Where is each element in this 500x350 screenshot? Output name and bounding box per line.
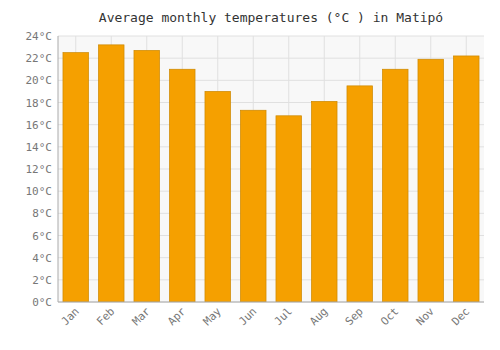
y-tick-label: 2°C bbox=[32, 274, 52, 287]
y-tick-label: 16°C bbox=[26, 119, 53, 132]
x-tick-label: Apr bbox=[165, 305, 189, 329]
bar bbox=[347, 86, 373, 302]
bars bbox=[63, 45, 479, 302]
x-tick-label: Jul bbox=[272, 305, 295, 328]
plot-background bbox=[58, 36, 484, 302]
bar bbox=[98, 45, 124, 302]
x-tick-label: Aug bbox=[307, 305, 330, 328]
title: Average monthly temperatures (°C ) in Ma… bbox=[99, 10, 443, 25]
x-tick-label: Sep bbox=[343, 305, 366, 328]
x-tick-label: Jan bbox=[59, 305, 82, 328]
chart-container: 0°C 2°C 4°C 6°C 8°C 10°C 12°C 14°C 16°C 18°C 20°C 2… bbox=[0, 0, 500, 350]
y-axis-line bbox=[58, 36, 59, 302]
bar bbox=[63, 53, 89, 302]
x-tick-label: Dec bbox=[449, 305, 472, 328]
x-tick-label: May bbox=[201, 305, 225, 329]
bar bbox=[311, 101, 337, 302]
y-tick-label: 22°C bbox=[26, 52, 53, 65]
y-tick-label: 6°C bbox=[32, 230, 52, 243]
x-tick-label: Feb bbox=[94, 305, 117, 328]
x-tick-label: Oct bbox=[378, 305, 401, 328]
chart: 0°C 2°C 4°C 6°C 8°C 10°C 12°C 14°C 16°C 18°C 20°C 2… bbox=[0, 0, 500, 350]
x-axis-line bbox=[58, 302, 484, 303]
bar bbox=[205, 91, 231, 302]
bar bbox=[382, 69, 408, 302]
y-tick-label: 18°C bbox=[26, 97, 53, 110]
y-grid-line bbox=[58, 36, 484, 37]
grid bbox=[58, 36, 484, 302]
x-tick-label: Jun bbox=[236, 305, 259, 328]
y-grid-line bbox=[58, 302, 484, 303]
y-tick-label: 12°C bbox=[26, 163, 53, 176]
y-tick-label: 10°C bbox=[26, 185, 53, 198]
bar bbox=[418, 59, 444, 302]
y-tick-label: 8°C bbox=[32, 207, 52, 220]
bar bbox=[169, 69, 195, 302]
bar bbox=[453, 56, 479, 302]
y-tick-label: 24°C bbox=[26, 30, 53, 43]
bar bbox=[276, 116, 302, 302]
x-tick-label: Nov bbox=[414, 305, 438, 329]
y-tick-label: 14°C bbox=[26, 141, 53, 154]
x-tick-label: Mar bbox=[130, 305, 154, 329]
bar bbox=[134, 50, 160, 302]
bar bbox=[240, 110, 266, 302]
y-tick-label: 20°C bbox=[26, 74, 53, 87]
y-tick-label: 0°C bbox=[32, 296, 52, 309]
y-tick-label: 4°C bbox=[32, 252, 52, 265]
